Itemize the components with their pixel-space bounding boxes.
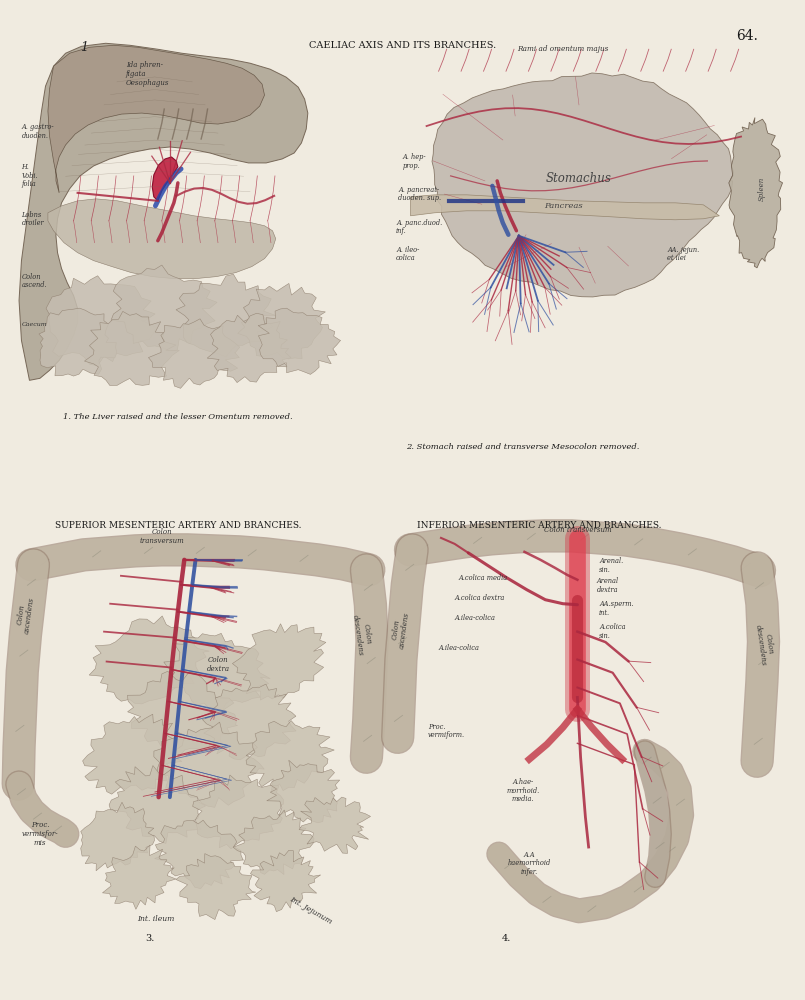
Text: A. hep-
prop.: A. hep- prop. (402, 153, 426, 170)
Text: Colon
descendens: Colon descendens (754, 623, 776, 666)
Polygon shape (299, 797, 370, 853)
Text: AA.sperm.
int.: AA.sperm. int. (599, 600, 634, 617)
Text: 1. The Liver raised and the lesser Omentum removed.: 1. The Liver raised and the lesser Oment… (63, 413, 293, 421)
Text: 3.: 3. (145, 934, 155, 943)
Text: A.ilea-colica: A.ilea-colica (439, 644, 480, 652)
Text: 64.: 64. (737, 29, 758, 43)
Text: A. ileo-
colica: A. ileo- colica (396, 246, 419, 262)
Polygon shape (258, 308, 341, 374)
Polygon shape (207, 313, 291, 383)
Polygon shape (48, 45, 265, 193)
Text: A.colica dextra: A.colica dextra (455, 594, 505, 602)
Text: INFERIOR MESENTERIC ARTERY AND BRANCHES.: INFERIOR MESENTERIC ARTERY AND BRANCHES. (417, 521, 661, 530)
Text: A.hae-
morrhoid.
media.: A.hae- morrhoid. media. (506, 778, 539, 803)
Text: Colon
ascend.: Colon ascend. (22, 273, 47, 289)
Text: Ida phren-
figata
Oesophagus: Ida phren- figata Oesophagus (126, 61, 169, 87)
Polygon shape (127, 671, 237, 757)
Polygon shape (432, 73, 733, 297)
Text: A.ilea-colica: A.ilea-colica (455, 614, 496, 622)
Text: 4.: 4. (502, 934, 511, 943)
Text: A.colica media: A.colica media (459, 574, 508, 582)
Text: AA. jejun.
et ilei: AA. jejun. et ilei (667, 246, 700, 262)
Text: Arenal.
sin.: Arenal. sin. (599, 557, 623, 574)
Polygon shape (19, 43, 308, 380)
Polygon shape (411, 195, 720, 220)
Polygon shape (154, 722, 264, 807)
Polygon shape (109, 766, 206, 843)
Polygon shape (233, 810, 314, 875)
Text: H.
Vobi.
folia: H. Vobi. folia (22, 163, 38, 188)
Polygon shape (192, 775, 283, 849)
Polygon shape (729, 118, 782, 268)
Polygon shape (266, 760, 340, 823)
Text: Colon
ascendens: Colon ascendens (14, 595, 36, 634)
Text: A. panc.duod.
inf.: A. panc.duod. inf. (396, 219, 442, 235)
Text: Int. ileum: Int. ileum (137, 915, 174, 923)
Text: A. pancreat-
duoden. sup.: A. pancreat- duoden. sup. (398, 186, 442, 202)
Text: Arenal
dextra: Arenal dextra (597, 577, 619, 594)
Text: Proc.
vermisfor-
mis: Proc. vermisfor- mis (22, 821, 58, 847)
Polygon shape (102, 845, 176, 909)
Text: SUPERIOR MESENTERIC ARTERY AND BRANCHES.: SUPERIOR MESENTERIC ARTERY AND BRANCHES. (55, 521, 301, 530)
Polygon shape (48, 199, 276, 279)
Text: Proc.
vermiform.: Proc. vermiform. (428, 723, 465, 739)
Text: A. gastro-
duoden.: A. gastro- duoden. (22, 123, 54, 140)
Text: CAELIAC AXIS AND ITS BRANCHES.: CAELIAC AXIS AND ITS BRANCHES. (309, 41, 496, 50)
Text: Stomachus: Stomachus (546, 172, 612, 185)
Text: Rami ad omentum majus: Rami ad omentum majus (518, 45, 609, 53)
Polygon shape (176, 274, 276, 357)
Polygon shape (163, 633, 270, 713)
Polygon shape (46, 276, 156, 366)
Text: A.A
haemorrhoid
infer.: A.A haemorrhoid infer. (508, 851, 551, 876)
Text: Pancreas: Pancreas (543, 202, 582, 210)
Polygon shape (152, 157, 178, 201)
Text: Colon
descendens: Colon descendens (351, 613, 374, 656)
Polygon shape (39, 308, 117, 376)
Polygon shape (111, 265, 217, 351)
Text: Colon transversum: Colon transversum (543, 526, 611, 534)
Polygon shape (85, 311, 180, 385)
Polygon shape (237, 283, 325, 359)
Polygon shape (80, 802, 155, 871)
Polygon shape (202, 684, 296, 760)
Text: A.colica
sin.: A.colica sin. (599, 623, 625, 640)
Text: Caecum: Caecum (22, 322, 47, 327)
Text: Colon
transversum: Colon transversum (139, 528, 184, 545)
Polygon shape (176, 854, 256, 920)
Text: Lobns
droiler: Lobns droiler (22, 211, 44, 227)
Polygon shape (89, 616, 209, 704)
Text: Colon
dextra: Colon dextra (207, 656, 229, 673)
Polygon shape (250, 850, 320, 912)
Text: 1: 1 (80, 41, 88, 54)
Polygon shape (148, 319, 240, 388)
Text: Int. Jejunum: Int. Jejunum (287, 895, 332, 926)
Polygon shape (83, 714, 184, 794)
Polygon shape (246, 721, 334, 791)
Text: Spleen: Spleen (758, 177, 766, 201)
Text: Colon
ascendens: Colon ascendens (390, 610, 411, 649)
Text: 2. Stomach raised and transverse Mesocolon removed.: 2. Stomach raised and transverse Mesocol… (407, 443, 639, 451)
Polygon shape (155, 820, 243, 889)
Polygon shape (233, 624, 326, 700)
